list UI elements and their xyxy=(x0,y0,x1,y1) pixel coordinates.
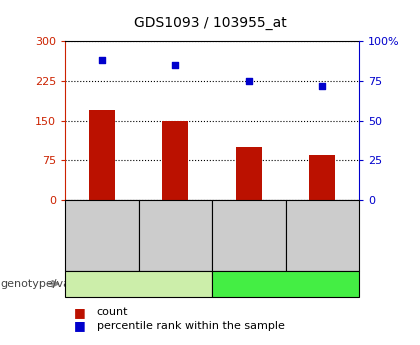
Text: GSM24747: GSM24747 xyxy=(318,209,327,262)
Text: ■: ■ xyxy=(74,319,85,333)
Bar xyxy=(163,121,188,200)
Bar xyxy=(89,110,115,200)
Point xyxy=(98,58,105,63)
Text: GSM24728: GSM24728 xyxy=(97,209,107,262)
Text: percentile rank within the sample: percentile rank within the sample xyxy=(97,321,284,331)
Point xyxy=(319,83,326,89)
Bar xyxy=(310,155,335,200)
Text: genotype/variation: genotype/variation xyxy=(0,279,106,289)
Text: count: count xyxy=(97,307,128,317)
Text: GSM24729: GSM24729 xyxy=(171,209,180,262)
Text: GSM24730: GSM24730 xyxy=(244,209,254,262)
Text: GDS1093 / 103955_at: GDS1093 / 103955_at xyxy=(134,16,286,30)
Bar xyxy=(236,147,262,200)
Point xyxy=(172,62,179,68)
Text: ■: ■ xyxy=(74,306,85,319)
Point xyxy=(245,78,252,84)
Text: POR null: POR null xyxy=(259,277,312,290)
Text: wild type: wild type xyxy=(110,277,167,290)
